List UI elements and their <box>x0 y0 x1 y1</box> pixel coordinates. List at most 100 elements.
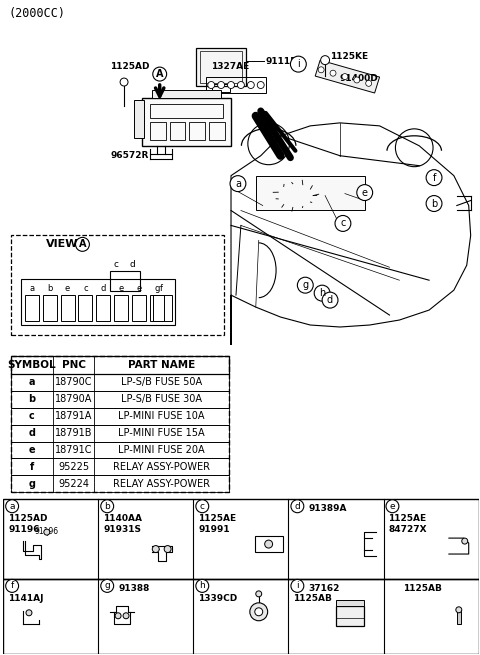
Circle shape <box>342 73 348 79</box>
Text: 91388: 91388 <box>118 584 149 593</box>
Text: f: f <box>432 173 436 183</box>
Bar <box>11 356 229 493</box>
Bar <box>169 122 185 140</box>
Text: 1327AE: 1327AE <box>211 62 250 71</box>
Text: 1140AA: 1140AA <box>103 514 142 523</box>
Bar <box>132 295 146 321</box>
Text: d: d <box>129 260 135 269</box>
Text: a: a <box>29 284 35 293</box>
Text: c: c <box>340 219 346 229</box>
Text: SYMBOL: SYMBOL <box>8 360 56 370</box>
Text: d: d <box>28 428 36 438</box>
Text: a: a <box>29 377 35 387</box>
Text: d: d <box>295 502 300 511</box>
Polygon shape <box>315 60 380 93</box>
Circle shape <box>101 500 114 513</box>
Text: c: c <box>200 502 205 511</box>
Circle shape <box>247 81 254 88</box>
Text: LP-MINI FUSE 15A: LP-MINI FUSE 15A <box>119 428 205 438</box>
Bar <box>206 77 265 93</box>
Text: 91115E: 91115E <box>265 56 303 66</box>
Text: 91196: 91196 <box>35 527 59 536</box>
Circle shape <box>152 546 159 553</box>
Text: 1125KE: 1125KE <box>330 52 368 61</box>
Circle shape <box>164 546 171 553</box>
Text: 91389A: 91389A <box>308 504 347 514</box>
Circle shape <box>44 529 50 535</box>
Circle shape <box>6 580 19 592</box>
Text: 1339CD: 1339CD <box>198 594 238 603</box>
Bar <box>196 48 246 86</box>
Text: e: e <box>119 284 124 293</box>
Text: 1125AE: 1125AE <box>198 514 237 523</box>
Circle shape <box>318 67 324 73</box>
Circle shape <box>101 580 114 592</box>
Circle shape <box>208 81 215 88</box>
Text: c: c <box>83 284 88 293</box>
Circle shape <box>335 215 351 231</box>
Bar <box>11 356 229 374</box>
Text: a: a <box>10 502 15 511</box>
Bar <box>256 176 365 210</box>
Bar <box>96 295 110 321</box>
Text: 37162: 37162 <box>308 584 340 593</box>
Circle shape <box>426 170 442 185</box>
Text: e: e <box>362 187 368 198</box>
Circle shape <box>330 70 336 76</box>
Circle shape <box>257 81 264 88</box>
Text: 91400D: 91400D <box>340 73 379 83</box>
Text: f: f <box>11 582 14 590</box>
Circle shape <box>290 56 306 72</box>
Text: 1125AB: 1125AB <box>293 594 332 603</box>
Circle shape <box>322 292 338 308</box>
Text: c: c <box>29 411 35 421</box>
Text: 18791C: 18791C <box>55 445 92 455</box>
Bar <box>11 235 224 335</box>
Circle shape <box>255 608 263 616</box>
Bar <box>336 600 364 606</box>
Bar <box>79 295 92 321</box>
Text: b: b <box>47 284 52 293</box>
Circle shape <box>238 81 244 88</box>
Bar <box>114 295 128 321</box>
Text: 91931S: 91931S <box>103 525 141 534</box>
Circle shape <box>386 500 399 513</box>
Bar <box>336 606 364 626</box>
Bar <box>11 476 229 493</box>
Bar <box>190 122 205 140</box>
Text: 84727X: 84727X <box>388 525 427 534</box>
Text: g: g <box>302 280 308 290</box>
Text: b: b <box>104 502 110 511</box>
Bar <box>134 100 144 138</box>
Bar <box>153 295 171 321</box>
Text: 1125AD: 1125AD <box>8 514 48 523</box>
Circle shape <box>75 237 89 252</box>
Circle shape <box>366 81 372 86</box>
Circle shape <box>354 77 360 83</box>
Text: i: i <box>297 59 300 69</box>
Text: g: g <box>154 284 159 293</box>
Text: PART NAME: PART NAME <box>128 360 195 370</box>
Text: 96572R: 96572R <box>110 151 149 160</box>
Bar <box>150 295 164 321</box>
Bar <box>3 579 479 654</box>
Text: 18791B: 18791B <box>55 428 92 438</box>
Text: LP-MINI FUSE 20A: LP-MINI FUSE 20A <box>119 445 205 455</box>
Circle shape <box>153 67 167 81</box>
Bar <box>21 279 175 325</box>
Text: h: h <box>199 582 205 590</box>
Text: 1125AB: 1125AB <box>403 584 442 593</box>
Circle shape <box>230 176 246 191</box>
Bar <box>110 271 140 291</box>
Text: A: A <box>79 239 86 250</box>
Text: LP-MINI FUSE 10A: LP-MINI FUSE 10A <box>119 411 205 421</box>
Circle shape <box>321 56 330 65</box>
Text: g: g <box>104 582 110 590</box>
Circle shape <box>115 613 121 619</box>
Text: b: b <box>431 198 437 208</box>
Bar <box>11 458 229 476</box>
Circle shape <box>462 538 468 544</box>
Circle shape <box>264 540 273 548</box>
Text: PNC: PNC <box>61 360 85 370</box>
Bar <box>11 424 229 441</box>
